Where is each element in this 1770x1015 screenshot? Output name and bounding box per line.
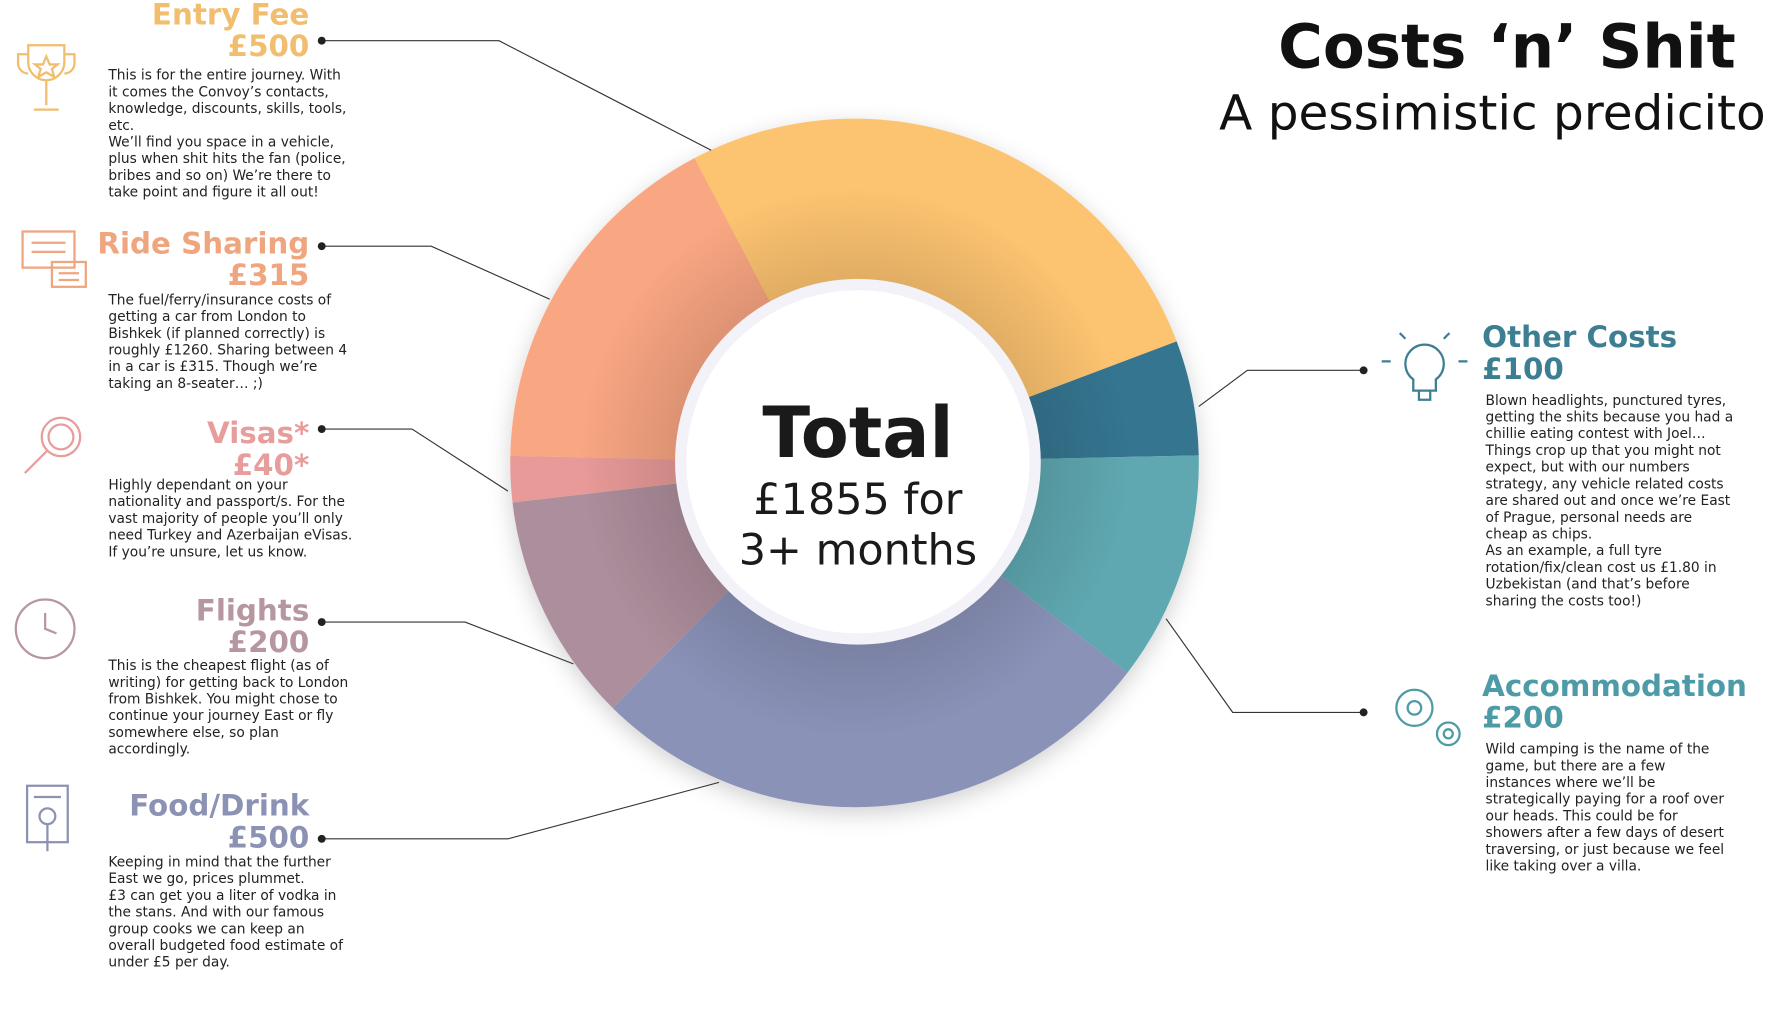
leader-dot	[317, 834, 326, 843]
center-disc	[686, 290, 1030, 634]
value-label: £40*	[233, 448, 310, 482]
leader-line	[321, 245, 550, 300]
description-line: Uzbekistan (and that’s before	[1486, 577, 1690, 593]
description-line: continue your journey East or fly	[108, 708, 333, 724]
description-line: roughly £1260. Sharing between 4	[108, 342, 347, 358]
description-line: getting a car from London to	[108, 309, 306, 325]
category-name: Food/Drink	[129, 789, 311, 823]
description-line: knowledge, discounts, skills, tools,	[108, 101, 346, 117]
description-line: our heads. This could be for	[1486, 808, 1678, 824]
description-line: group cooks we can keep an	[108, 921, 304, 937]
value-label: £100	[1482, 352, 1564, 386]
leader-line	[321, 781, 720, 840]
description-line: strategy, any vehicle related costs	[1486, 476, 1724, 492]
value-label: £200	[1482, 701, 1564, 735]
description-line: traversing, or just because we feel	[1486, 842, 1725, 858]
description-line: game, but there are a few	[1486, 758, 1666, 774]
description-line: We’ll find you space in a vehicle,	[108, 135, 334, 151]
description-line: nationality and passport/s. For the	[108, 494, 345, 510]
description-line: This is for the entire journey. With	[107, 68, 341, 84]
bulb-icon	[1381, 332, 1468, 401]
description-line: from Bishkek. You might chose to	[108, 692, 337, 708]
leader-line	[321, 428, 509, 492]
icons	[14, 44, 1468, 852]
description-line: vast majority of people you’ll only	[108, 511, 343, 527]
description-line: taking an 8-seater… ;)	[108, 376, 262, 392]
category-name: Flights	[196, 593, 310, 627]
value-label: £200	[228, 625, 310, 659]
description-line: Highly dependant on your	[108, 477, 288, 493]
description-line: This is the cheapest flight (as of	[107, 658, 330, 674]
gears-icon	[1395, 688, 1461, 747]
leader-dot	[1359, 708, 1368, 717]
value-label: £500	[228, 820, 310, 854]
description-line: are shared out and once we’re East	[1486, 493, 1731, 509]
center-text: 3+ months	[739, 526, 977, 576]
description-line: expect, but with our numbers	[1486, 460, 1690, 476]
leader-line	[321, 621, 574, 665]
description-line: overall budgeted food estimate of	[108, 938, 344, 954]
title: Costs ‘n’ Shit	[1278, 11, 1736, 82]
description-line: writing) for getting back to London	[108, 675, 348, 691]
trophy-icon	[16, 44, 76, 111]
chat-icon	[21, 230, 87, 288]
category-name: Other Costs	[1482, 320, 1677, 354]
description-line: instances where we’ll be	[1486, 775, 1656, 791]
description-line: The fuel/ferry/insurance costs of	[107, 292, 332, 308]
description-line: plus when shit hits the fan (police,	[108, 151, 345, 167]
description-line: Wild camping is the name of the	[1486, 742, 1710, 758]
category-name: Ride Sharing	[97, 227, 309, 261]
description-line: showers after a few days of desert	[1486, 825, 1725, 841]
description-line: need Turkey and Azerbaijan eVisas.	[108, 528, 352, 544]
description-line: £3 can get you a liter of vodka in	[108, 888, 336, 904]
leader-line	[1165, 618, 1364, 713]
description-line: the stans. And with our famous	[108, 905, 324, 921]
category-name: Entry Fee	[152, 0, 309, 31]
leader-dot	[1359, 366, 1368, 375]
description-line: etc.	[108, 118, 134, 134]
leader-line	[1198, 369, 1364, 407]
description-line: somewhere else, so plan	[108, 725, 279, 741]
leader-line	[321, 40, 712, 151]
description-line: take point and figure it all out!	[108, 185, 318, 201]
description-line: getting the shits because you had a	[1486, 410, 1734, 426]
description-line: If you’re unsure, let us know.	[108, 544, 307, 560]
value-label: £500	[228, 29, 310, 63]
description-line: under £5 per day.	[108, 955, 230, 971]
description-line: cheap as chips.	[1486, 526, 1593, 542]
document-icon	[25, 784, 69, 852]
subtitle: A pessimistic prediciton	[1219, 85, 1770, 141]
value-label: £315	[228, 258, 310, 292]
description-line: rotation/fix/clean cost us £1.80 in	[1486, 560, 1717, 576]
description-line: like taking over a villa.	[1486, 859, 1642, 875]
leader-dot	[317, 425, 326, 433]
description-line: Things crop up that you might not	[1485, 443, 1722, 459]
description-line: As an example, a full tyre	[1486, 543, 1662, 559]
description-line: accordingly.	[108, 742, 190, 758]
category-name: Visas*	[207, 416, 309, 450]
description-line: Bishkek (if planned correctly) is	[108, 326, 325, 342]
leader-dot	[317, 618, 326, 627]
description-line: in a car is £315. Though we’re	[108, 359, 317, 375]
magnifier-icon	[24, 416, 82, 474]
description-line: East we go, prices plummet.	[108, 871, 304, 887]
description-line: of Prague, personal needs are	[1486, 510, 1693, 526]
description-line: strategically paying for a roof over	[1486, 792, 1725, 808]
description-line: it comes the Convoy’s contacts,	[108, 84, 328, 100]
center-text: £1855 for	[753, 475, 962, 525]
leader-dot	[317, 36, 326, 45]
description-line: Blown headlights, punctured tyres,	[1486, 393, 1727, 409]
leader-dot	[317, 242, 326, 251]
description-line: bribes and so on) We’re there to	[108, 168, 331, 184]
clock-icon	[14, 598, 76, 660]
description-line: chillie eating contest with Joel…	[1486, 426, 1706, 442]
description-line: Keeping in mind that the further	[108, 855, 331, 871]
description-line: sharing the costs too!)	[1486, 593, 1642, 609]
category-name: Accommodation	[1482, 669, 1747, 703]
center-title: Total	[762, 392, 953, 474]
